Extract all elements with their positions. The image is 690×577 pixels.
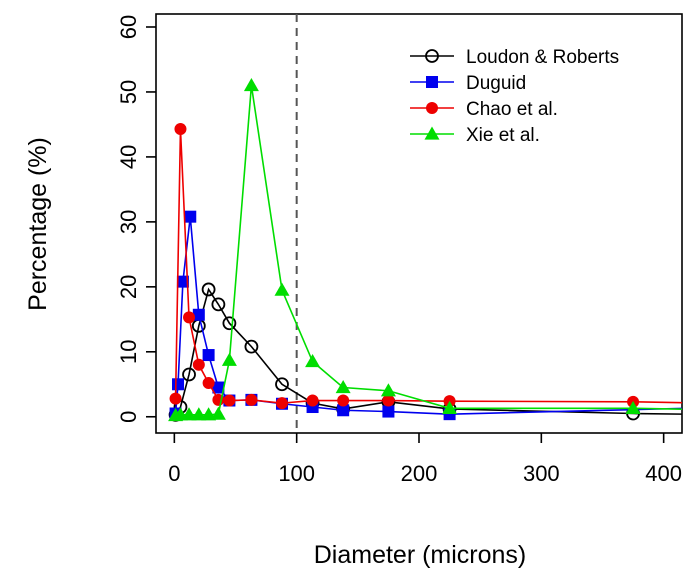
data-point-chao-et-al xyxy=(169,392,182,405)
legend-marker xyxy=(426,76,438,88)
y-tick-label: 50 xyxy=(116,80,141,104)
data-point-duguid xyxy=(184,210,197,223)
legend-item-loudon-roberts: Loudon & Roberts xyxy=(410,47,619,68)
legend-item-xie-et-al: Xie et al. xyxy=(410,125,540,146)
x-tick-label: 200 xyxy=(401,461,438,486)
data-point-xie-et-al xyxy=(243,77,259,92)
legend-marker xyxy=(425,49,439,63)
y-axis-title: Percentage (%) xyxy=(24,137,52,311)
x-tick-label: 300 xyxy=(523,461,560,486)
y-axis: 0 10 20 30 40 50 60 xyxy=(116,15,156,423)
data-point-duguid xyxy=(172,378,185,391)
data-point-xie-et-al xyxy=(380,383,396,397)
data-point-duguid xyxy=(337,404,350,417)
x-axis: 0 100 200 300 400 xyxy=(168,433,682,486)
x-tick-label: 400 xyxy=(645,461,682,486)
legend-item-chao-et-al: Chao et al. xyxy=(410,99,558,120)
legend-label: Loudon & Roberts xyxy=(466,47,619,68)
legend-label: Xie et al. xyxy=(466,125,540,146)
data-point-loudon-roberts xyxy=(244,339,259,354)
data-point-duguid xyxy=(202,349,215,362)
data-point-loudon-roberts xyxy=(275,377,289,392)
data-point-xie-et-al xyxy=(221,352,237,366)
data-point-xie-et-al xyxy=(201,407,217,421)
data-point-xie-et-al xyxy=(625,400,641,414)
y-tick-label: 0 xyxy=(116,411,141,423)
data-point-duguid xyxy=(212,381,225,394)
y-tick-label: 10 xyxy=(116,340,141,364)
data-point-xie-et-al xyxy=(274,282,290,296)
data-point-xie-et-al xyxy=(442,400,458,414)
data-point-chao-et-al xyxy=(275,397,288,410)
series-xie-et-al xyxy=(168,77,682,422)
data-point-xie-et-al xyxy=(335,380,351,394)
series-chao-et-al xyxy=(169,122,682,410)
legend-label: Duguid xyxy=(466,73,526,94)
data-point-chao-et-al xyxy=(183,311,196,324)
data-point-chao-et-al xyxy=(382,394,395,407)
legend-label: Chao et al. xyxy=(466,99,558,120)
data-point-chao-et-al xyxy=(192,358,205,371)
data-point-loudon-roberts xyxy=(201,282,216,297)
data-point-chao-et-al xyxy=(202,376,215,389)
legend-item-duguid: Duguid xyxy=(410,73,526,94)
y-tick-label: 20 xyxy=(116,275,141,299)
plot-frame xyxy=(155,13,683,434)
data-point-duguid xyxy=(192,308,205,321)
data-point-chao-et-al xyxy=(245,393,258,406)
y-tick-label: 30 xyxy=(116,210,141,234)
data-point-loudon-roberts xyxy=(211,297,226,312)
y-tick-label: 60 xyxy=(116,15,141,39)
data-point-loudon-roberts xyxy=(182,367,196,382)
series-line-chao-et-al xyxy=(174,128,682,404)
x-tick-label: 0 xyxy=(168,461,180,486)
data-point-chao-et-al xyxy=(174,122,187,135)
data-point-loudon-roberts xyxy=(222,316,237,331)
legend: Loudon & Roberts Duguid Chao et al. Xie et … xyxy=(410,47,619,146)
x-axis-title: Diameter (microns) xyxy=(314,541,527,569)
legend-marker xyxy=(424,126,440,140)
data-point-xie-et-al xyxy=(210,406,226,420)
y-tick-label: 40 xyxy=(116,145,141,169)
data-point-duguid xyxy=(176,275,189,288)
series-line-duguid xyxy=(174,216,682,415)
data-point-chao-et-al xyxy=(337,394,350,407)
data-point-xie-et-al xyxy=(191,407,207,421)
series-duguid xyxy=(169,210,682,421)
data-point-xie-et-al xyxy=(181,407,197,421)
series-layer xyxy=(168,77,682,422)
data-point-chao-et-al xyxy=(223,394,236,407)
data-point-chao-et-al xyxy=(306,394,319,407)
data-point-duguid xyxy=(382,405,395,418)
legend-marker xyxy=(426,102,438,114)
data-point-xie-et-al xyxy=(305,354,321,368)
series-line-loudon-roberts xyxy=(174,287,682,416)
x-tick-label: 100 xyxy=(278,461,315,486)
